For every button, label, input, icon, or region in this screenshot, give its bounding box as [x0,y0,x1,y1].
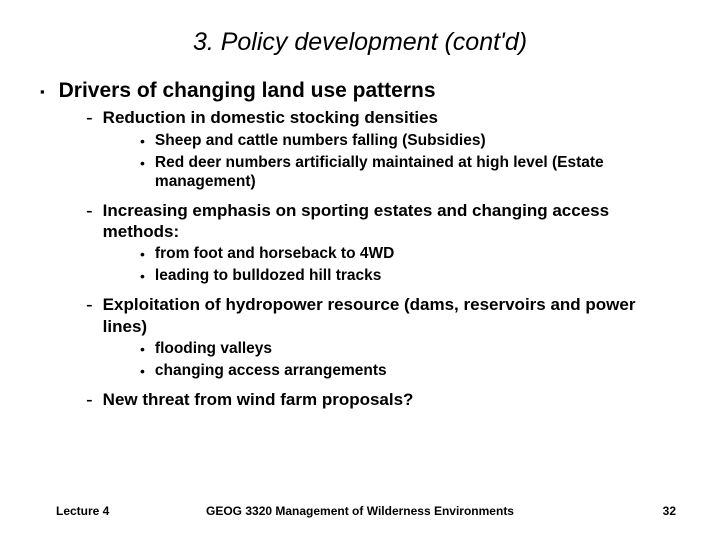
sub-sub-item: • leading to bulldozed hill tracks [140,266,680,286]
dash-icon: - [86,294,93,316]
square-bullet-icon: ▪ [40,79,45,105]
sub-sub-item-text: changing access arrangements [155,361,387,380]
sub-sub-item: • from foot and horseback to 4WD [140,244,680,264]
main-bullet-text: Drivers of changing land use patterns [59,79,436,103]
slide: 3. Policy development (cont'd) ▪ Drivers… [0,0,720,540]
dash-icon: - [86,200,93,222]
sub-sub-item-text: Sheep and cattle numbers falling (Subsid… [155,131,486,150]
footer-left: Lecture 4 [56,504,109,518]
bullet-icon: • [140,244,145,264]
sub-sub-item-text: flooding valleys [155,339,272,358]
sub-item-text: Exploitation of hydropower resource (dam… [103,294,680,337]
sub-sub-item: • Red deer numbers artificially maintain… [140,153,680,192]
bullet-icon: • [140,339,145,359]
sub-item-text: Increasing emphasis on sporting estates … [103,200,680,243]
sub-item: - Reduction in domestic stocking densiti… [86,107,680,129]
sub-item-text: New threat from wind farm proposals? [103,389,414,410]
bullet-icon: • [140,266,145,286]
sub-item: - New threat from wind farm proposals? [86,389,680,411]
sub-sub-item: • Sheep and cattle numbers falling (Subs… [140,131,680,151]
dash-icon: - [86,389,93,411]
bullet-icon: • [140,153,145,173]
sub-sub-item-text: leading to bulldozed hill tracks [155,266,382,285]
footer-center: GEOG 3320 Management of Wilderness Envir… [206,504,514,518]
sub-sub-item-text: from foot and horseback to 4WD [155,244,394,263]
sub-sub-item: • flooding valleys [140,339,680,359]
footer-page-number: 32 [663,504,676,518]
sub-sub-item: • changing access arrangements [140,361,680,381]
main-bullet: ▪ Drivers of changing land use patterns [40,79,680,105]
slide-title: 3. Policy development (cont'd) [40,28,680,57]
sub-sub-item-text: Red deer numbers artificially maintained… [155,153,680,192]
sub-item-text: Reduction in domestic stocking densities [103,107,438,128]
dash-icon: - [86,107,93,129]
footer: Lecture 4 GEOG 3320 Management of Wilder… [0,504,720,518]
sub-item: - Exploitation of hydropower resource (d… [86,294,680,337]
bullet-icon: • [140,361,145,381]
sub-item: - Increasing emphasis on sporting estate… [86,200,680,243]
bullet-icon: • [140,131,145,151]
